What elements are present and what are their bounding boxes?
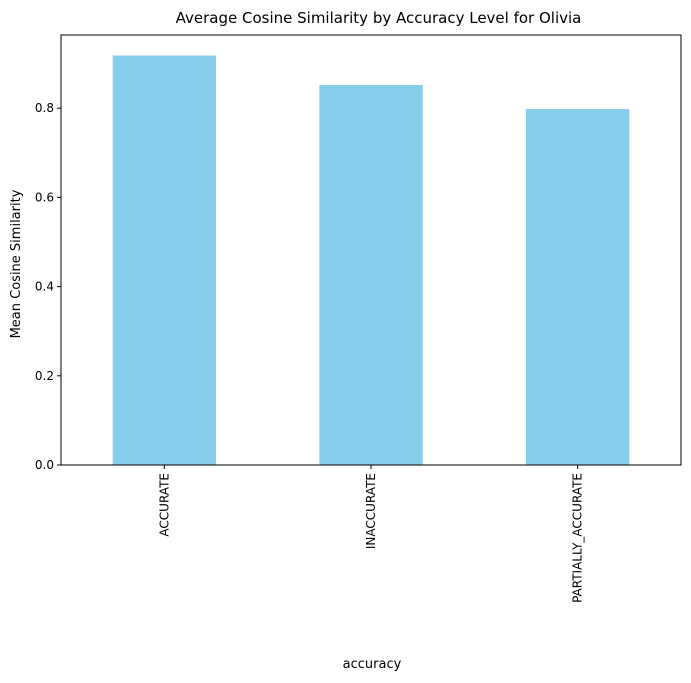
y-tick-label: 0.6 [35, 190, 54, 204]
x-tick-label: ACCURATE [157, 473, 171, 537]
y-tick-label: 0.4 [35, 280, 54, 294]
bar-accurate [112, 55, 216, 465]
bar-inaccurate [319, 84, 423, 466]
y-tick-label: 0.0 [35, 458, 54, 472]
y-tick-label: 0.2 [35, 369, 54, 383]
y-axis-label: Mean Cosine Similarity [9, 189, 24, 338]
bar-group [112, 55, 630, 466]
y-axis-ticks: 0.0 0.2 0.4 0.6 0.8 [35, 101, 61, 472]
bar-partially-accurate [526, 109, 630, 465]
chart-title: Average Cosine Similarity by Accuracy Le… [176, 9, 582, 27]
x-axis-ticks: ACCURATE INACCURATE PARTIALLY_ACCURATE [157, 465, 585, 603]
x-axis-label: accuracy [343, 657, 402, 672]
x-tick-label: PARTIALLY_ACCURATE [571, 473, 585, 603]
x-tick-label: INACCURATE [364, 473, 378, 549]
plot-frame [60, 34, 682, 466]
y-tick-label: 0.8 [35, 101, 54, 115]
